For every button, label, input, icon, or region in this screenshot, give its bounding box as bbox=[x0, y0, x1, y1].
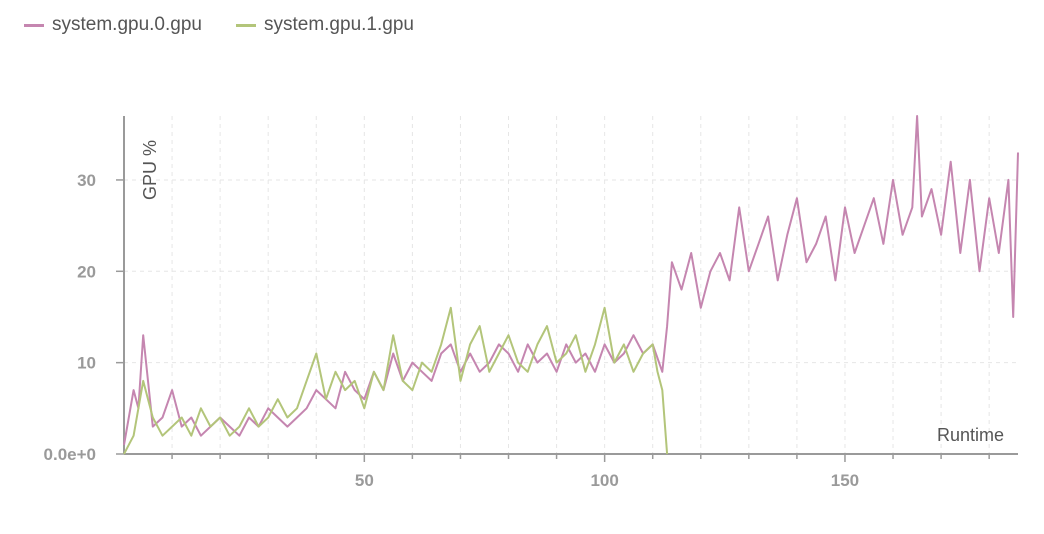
grid-lines bbox=[124, 116, 1018, 454]
legend-label-gpu0: system.gpu.0.gpu bbox=[52, 14, 202, 35]
legend-item-gpu0[interactable]: system.gpu.0.gpu bbox=[24, 14, 202, 36]
x-tick-label: 150 bbox=[831, 471, 859, 490]
legend-swatch-gpu0 bbox=[24, 23, 44, 27]
legend-swatch-gpu1 bbox=[235, 23, 256, 27]
y-tick-label: 20 bbox=[77, 262, 96, 281]
y-tick-label: 30 bbox=[77, 171, 96, 190]
legend-item-gpu1[interactable]: system.gpu.1.gpu bbox=[235, 14, 414, 36]
y-tick-label: 10 bbox=[77, 354, 96, 373]
y-axis-title: GPU % bbox=[140, 140, 160, 200]
y-tick-label: 0.0e+0 bbox=[44, 445, 96, 464]
series-layer bbox=[123, 115, 1019, 455]
x-tick-label: 100 bbox=[590, 471, 618, 490]
series-line-gpu0 bbox=[123, 115, 1019, 446]
legend: system.gpu.0.gpu system.gpu.1.gpu bbox=[24, 14, 414, 36]
legend-label-gpu1: system.gpu.1.gpu bbox=[263, 14, 414, 35]
x-axis-title: Runtime bbox=[937, 425, 1004, 445]
axes bbox=[116, 116, 1018, 462]
tick-labels: 50 100 150 0.0e+0 10 20 30 bbox=[44, 171, 860, 490]
series-line-gpu1 bbox=[123, 306, 669, 455]
x-tick-label: 50 bbox=[355, 471, 374, 490]
